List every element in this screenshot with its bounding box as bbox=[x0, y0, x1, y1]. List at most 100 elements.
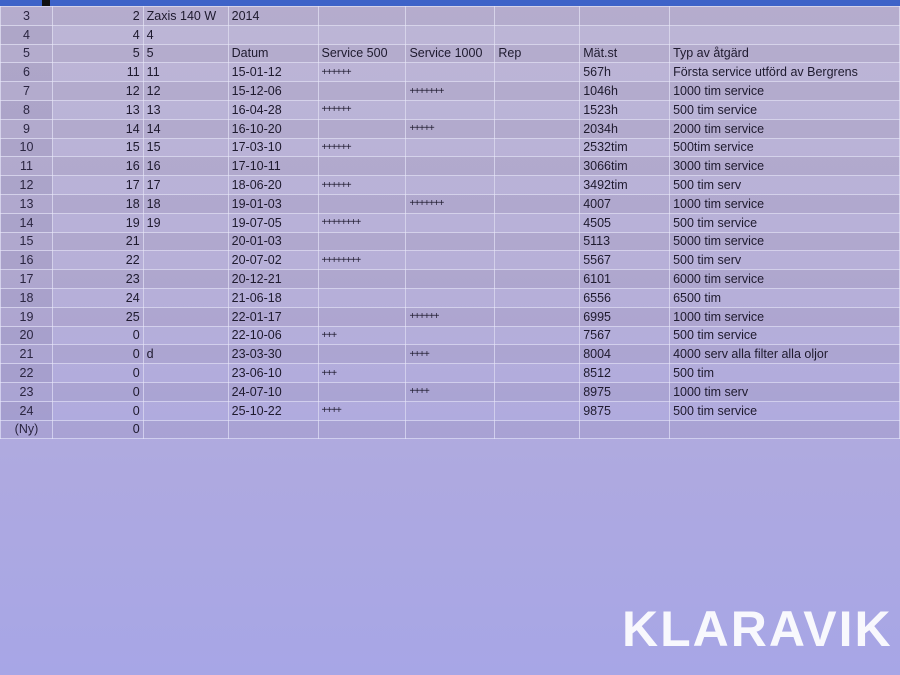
service-500-cell[interactable]: ++++++++ bbox=[317, 250, 407, 271]
id-cell[interactable]: 4 bbox=[51, 24, 144, 45]
row-number[interactable]: 23 bbox=[0, 381, 53, 402]
id-cell[interactable]: 23 bbox=[51, 269, 144, 289]
action-type-cell[interactable]: 1000 tim service bbox=[669, 81, 900, 101]
id-cell[interactable]: 14 bbox=[51, 118, 144, 139]
action-type-cell[interactable]: 500 tim service bbox=[669, 325, 900, 346]
row-number[interactable]: 18 bbox=[0, 287, 53, 308]
service-1000-cell[interactable] bbox=[405, 6, 496, 26]
action-type-cell[interactable]: Första service utförd av Bergrens bbox=[669, 62, 900, 83]
service-1000-cell[interactable]: +++++++ bbox=[405, 193, 496, 214]
sub-id-cell[interactable]: 15 bbox=[142, 137, 229, 158]
row-number[interactable]: 17 bbox=[0, 269, 53, 289]
action-type-cell[interactable] bbox=[669, 419, 900, 440]
id-cell[interactable]: 0 bbox=[51, 381, 144, 402]
service-500-cell[interactable]: ++++++ bbox=[317, 175, 407, 195]
rep-cell[interactable] bbox=[494, 137, 581, 158]
meter-cell[interactable]: 7567 bbox=[579, 325, 671, 346]
service-1000-cell[interactable] bbox=[405, 325, 496, 346]
sub-id-cell[interactable] bbox=[142, 325, 229, 346]
meter-cell[interactable]: Mät.st bbox=[579, 43, 671, 64]
service-500-cell[interactable]: ++++++ bbox=[317, 99, 407, 120]
action-type-cell[interactable]: Typ av åtgärd bbox=[669, 43, 900, 64]
row-number[interactable]: 14 bbox=[0, 212, 53, 233]
id-cell[interactable]: 13 bbox=[51, 99, 144, 120]
id-cell[interactable]: 2 bbox=[51, 6, 144, 26]
service-1000-cell[interactable]: ++++++ bbox=[405, 306, 496, 327]
meter-cell[interactable]: 3066tim bbox=[579, 156, 671, 177]
date-cell[interactable]: 16-04-28 bbox=[227, 99, 319, 120]
action-type-cell[interactable]: 1000 tim service bbox=[669, 306, 900, 327]
id-cell[interactable]: 24 bbox=[51, 287, 144, 308]
sub-id-cell[interactable]: 12 bbox=[142, 81, 229, 101]
date-cell[interactable]: 20-07-02 bbox=[227, 250, 319, 271]
meter-cell[interactable]: 2034h bbox=[579, 118, 671, 139]
row-number[interactable]: 13 bbox=[0, 193, 53, 214]
row-number[interactable]: 6 bbox=[0, 62, 53, 83]
row-number[interactable]: 19 bbox=[0, 306, 53, 327]
id-cell[interactable]: 15 bbox=[51, 137, 144, 158]
rep-cell[interactable] bbox=[494, 99, 581, 120]
date-cell[interactable]: Datum bbox=[227, 43, 319, 64]
sub-id-cell[interactable]: 17 bbox=[142, 175, 229, 195]
service-1000-cell[interactable] bbox=[405, 419, 496, 440]
row-number[interactable]: (Ny) bbox=[0, 419, 53, 440]
meter-cell[interactable]: 6101 bbox=[579, 269, 671, 289]
rep-cell[interactable] bbox=[494, 6, 581, 26]
service-500-cell[interactable] bbox=[317, 344, 407, 365]
rep-cell[interactable] bbox=[494, 287, 581, 308]
service-1000-cell[interactable] bbox=[405, 156, 496, 177]
service-500-cell[interactable] bbox=[317, 381, 407, 402]
meter-cell[interactable]: 5113 bbox=[579, 231, 671, 252]
action-type-cell[interactable]: 500tim service bbox=[669, 137, 900, 158]
id-cell[interactable]: 18 bbox=[51, 193, 144, 214]
row-number[interactable]: 4 bbox=[0, 24, 53, 45]
sub-id-cell[interactable]: 18 bbox=[142, 193, 229, 214]
meter-cell[interactable]: 6995 bbox=[579, 306, 671, 327]
date-cell[interactable]: 25-10-22 bbox=[227, 400, 319, 421]
meter-cell[interactable]: 1046h bbox=[579, 81, 671, 101]
service-1000-cell[interactable] bbox=[405, 62, 496, 83]
action-type-cell[interactable]: 6000 tim service bbox=[669, 269, 900, 289]
rep-cell[interactable] bbox=[494, 81, 581, 101]
service-1000-cell[interactable]: ++++ bbox=[405, 381, 496, 402]
rep-cell[interactable] bbox=[494, 400, 581, 421]
service-500-cell[interactable] bbox=[317, 231, 407, 252]
service-500-cell[interactable] bbox=[317, 193, 407, 214]
id-cell[interactable]: 11 bbox=[51, 62, 144, 83]
service-500-cell[interactable] bbox=[317, 118, 407, 139]
service-1000-cell[interactable]: ++++ bbox=[405, 344, 496, 365]
sub-id-cell[interactable]: d bbox=[142, 344, 229, 365]
sub-id-cell[interactable]: 13 bbox=[142, 99, 229, 120]
action-type-cell[interactable]: 500 tim serv bbox=[669, 175, 900, 195]
row-number[interactable]: 7 bbox=[0, 81, 53, 101]
meter-cell[interactable]: 6556 bbox=[579, 287, 671, 308]
date-cell[interactable] bbox=[227, 24, 319, 45]
date-cell[interactable]: 23-06-10 bbox=[227, 363, 319, 383]
action-type-cell[interactable]: 5000 tim service bbox=[669, 231, 900, 252]
action-type-cell[interactable]: 500 tim service bbox=[669, 212, 900, 233]
sub-id-cell[interactable] bbox=[142, 400, 229, 421]
meter-cell[interactable]: 9875 bbox=[579, 400, 671, 421]
date-cell[interactable]: 19-01-03 bbox=[227, 193, 319, 214]
date-cell[interactable]: 19-07-05 bbox=[227, 212, 319, 233]
action-type-cell[interactable]: 6500 tim bbox=[669, 287, 900, 308]
id-cell[interactable]: 0 bbox=[51, 363, 144, 383]
id-cell[interactable]: 0 bbox=[51, 400, 144, 421]
meter-cell[interactable] bbox=[579, 24, 671, 45]
service-500-cell[interactable] bbox=[317, 269, 407, 289]
id-cell[interactable]: 0 bbox=[51, 344, 144, 365]
id-cell[interactable]: 16 bbox=[51, 156, 144, 177]
rep-cell[interactable] bbox=[494, 118, 581, 139]
service-500-cell[interactable] bbox=[317, 306, 407, 327]
row-number[interactable]: 8 bbox=[0, 99, 53, 120]
sub-id-cell[interactable]: 5 bbox=[142, 43, 229, 64]
service-1000-cell[interactable] bbox=[405, 212, 496, 233]
service-500-cell[interactable]: +++ bbox=[317, 363, 407, 383]
meter-cell[interactable]: 3492tim bbox=[579, 175, 671, 195]
rep-cell[interactable] bbox=[494, 344, 581, 365]
row-number[interactable]: 21 bbox=[0, 344, 53, 365]
action-type-cell[interactable]: 4000 serv alla filter alla oljor bbox=[669, 344, 900, 365]
date-cell[interactable]: 20-01-03 bbox=[227, 231, 319, 252]
date-cell[interactable]: 2014 bbox=[227, 6, 319, 26]
rep-cell[interactable] bbox=[494, 381, 581, 402]
